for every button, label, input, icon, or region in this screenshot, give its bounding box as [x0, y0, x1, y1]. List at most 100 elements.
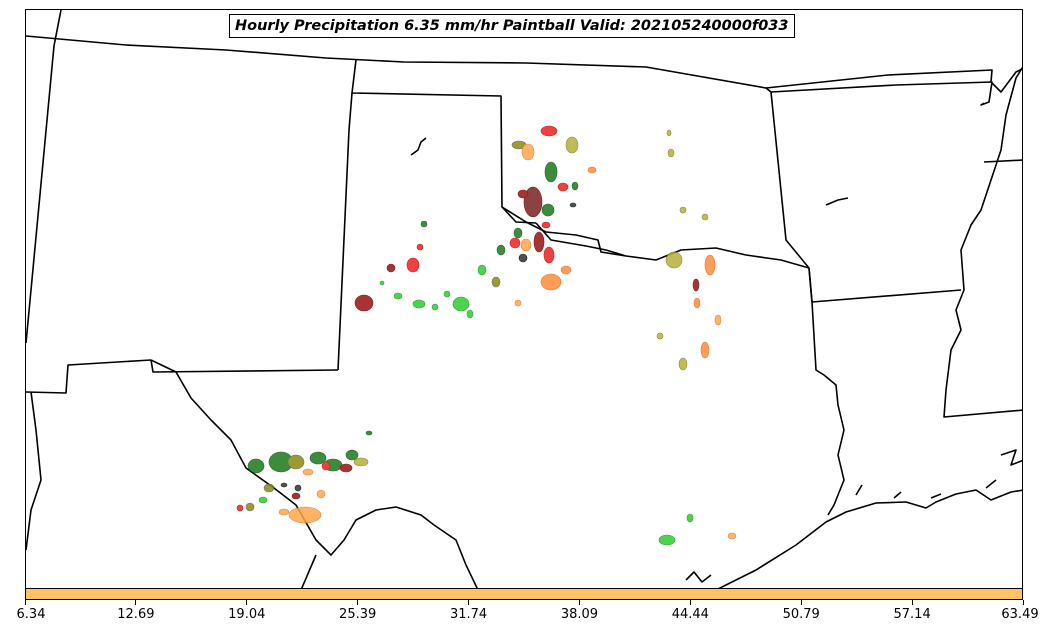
- precip-cell: [302, 468, 314, 476]
- precip-cell: [544, 161, 558, 183]
- precip-cell: [714, 314, 722, 326]
- precip-cell: [569, 202, 577, 208]
- precip-cell: [656, 332, 664, 340]
- colorbar-tick-label: 63.49: [1001, 607, 1039, 622]
- colorbar-tick-label: 31.74: [449, 607, 488, 622]
- precip-cell: [541, 221, 551, 229]
- precip-cell: [316, 489, 326, 499]
- precip-cell: [560, 265, 572, 275]
- precip-cell: [416, 243, 424, 251]
- coast-islands: [685, 449, 1022, 583]
- precip-cell: [520, 238, 532, 252]
- colorbar-tick: [1022, 600, 1024, 605]
- map-title: Hourly Precipitation 6.35 mm/hr Paintbal…: [229, 14, 795, 38]
- colorbar-tick-label: 44.44: [671, 607, 709, 622]
- precip-cell: [514, 299, 522, 307]
- precip-cell: [466, 309, 474, 319]
- mississippi-river: [943, 66, 1022, 418]
- precip-cell: [523, 186, 543, 218]
- precip-cell: [263, 483, 275, 493]
- precip-cell: [509, 237, 521, 249]
- precip-cell: [309, 451, 327, 465]
- precip-cell: [679, 206, 687, 214]
- precip-cell: [540, 125, 558, 137]
- precip-cell: [521, 143, 535, 161]
- tx-south-line: [300, 554, 317, 588]
- nm-tx-border: [150, 359, 339, 373]
- precip-blobs: [236, 125, 737, 546]
- colorbar-tick-label: 57.14: [893, 607, 931, 622]
- precip-cell: [700, 341, 710, 359]
- precip-cell: [496, 244, 506, 256]
- precip-cell: [513, 227, 523, 239]
- precip-cell: [541, 203, 555, 217]
- precip-cell: [533, 231, 545, 253]
- precip-cell: [412, 299, 426, 309]
- precip-cell: [665, 251, 683, 269]
- precip-cell: [280, 482, 288, 488]
- ar-la-border: [811, 289, 962, 303]
- precip-cell: [443, 290, 451, 298]
- colorbar-tick-label: 50.79: [782, 607, 820, 622]
- precip-cell: [491, 276, 501, 288]
- precip-cell: [587, 166, 597, 174]
- precip-cell: [518, 253, 528, 263]
- colorbar-tick-label: 19.04: [228, 607, 266, 622]
- wy-ne-border: [26, 35, 1022, 93]
- az-nm-border: [26, 359, 152, 394]
- colorbar-tick: [24, 600, 26, 605]
- precip-cell: [245, 502, 255, 512]
- colorbar-tick: [135, 600, 137, 605]
- colorbar-tick-label: 38.09: [560, 607, 599, 622]
- colorbar-tick-label: 25.39: [339, 607, 377, 622]
- precip-cell: [278, 508, 290, 516]
- colorbar-tick: [911, 600, 913, 605]
- gulf-coast: [718, 489, 1022, 588]
- precip-cell: [386, 263, 396, 273]
- precip-cell: [571, 181, 579, 191]
- precip-cell: [686, 513, 694, 523]
- precip-cell: [693, 297, 701, 309]
- precip-cell: [406, 257, 420, 273]
- colorbar-tick: [246, 600, 248, 605]
- map-canvas: [26, 10, 1022, 588]
- precip-cell: [291, 492, 301, 500]
- colorbar-tick: [357, 600, 359, 605]
- colorbar-tick-label: 12.69: [117, 607, 155, 622]
- precip-cell: [477, 264, 487, 276]
- precip-cell: [557, 182, 569, 192]
- tx-east-border: [808, 267, 845, 516]
- ms-al-line: [983, 159, 1022, 163]
- rio-grande: [150, 359, 478, 588]
- precip-cell: [354, 294, 374, 312]
- colorbar-tick: [468, 600, 470, 605]
- precip-cell: [704, 254, 716, 276]
- precip-cell: [393, 292, 403, 300]
- precip-cell: [287, 454, 305, 470]
- precip-cell: [667, 148, 675, 158]
- map-panel: [25, 9, 1023, 589]
- state-borders: [26, 10, 1022, 588]
- precip-cell: [339, 463, 353, 473]
- precip-cell: [345, 449, 359, 461]
- mexico-west: [26, 391, 42, 551]
- ut-co-border: [26, 10, 62, 344]
- mo-ar-border: [770, 81, 993, 106]
- precip-cell: [658, 534, 676, 546]
- precip-cell: [540, 273, 562, 291]
- ok-tx-border: [535, 222, 627, 257]
- co-ne-border: [351, 59, 537, 224]
- precip-cell: [727, 532, 737, 540]
- mo-ks-border: [765, 87, 813, 303]
- precip-cell: [365, 430, 373, 436]
- colorbar-tick-label: 6.34: [16, 607, 46, 622]
- precip-cell: [678, 357, 688, 371]
- precip-cell: [666, 129, 672, 137]
- co-nm-border: [337, 92, 353, 371]
- precip-cell: [517, 189, 529, 199]
- colorbar-tick: [800, 600, 802, 605]
- precip-cell: [379, 280, 385, 286]
- colorbar-tick: [689, 600, 691, 605]
- precip-cell: [701, 213, 709, 221]
- precip-cell: [431, 303, 439, 311]
